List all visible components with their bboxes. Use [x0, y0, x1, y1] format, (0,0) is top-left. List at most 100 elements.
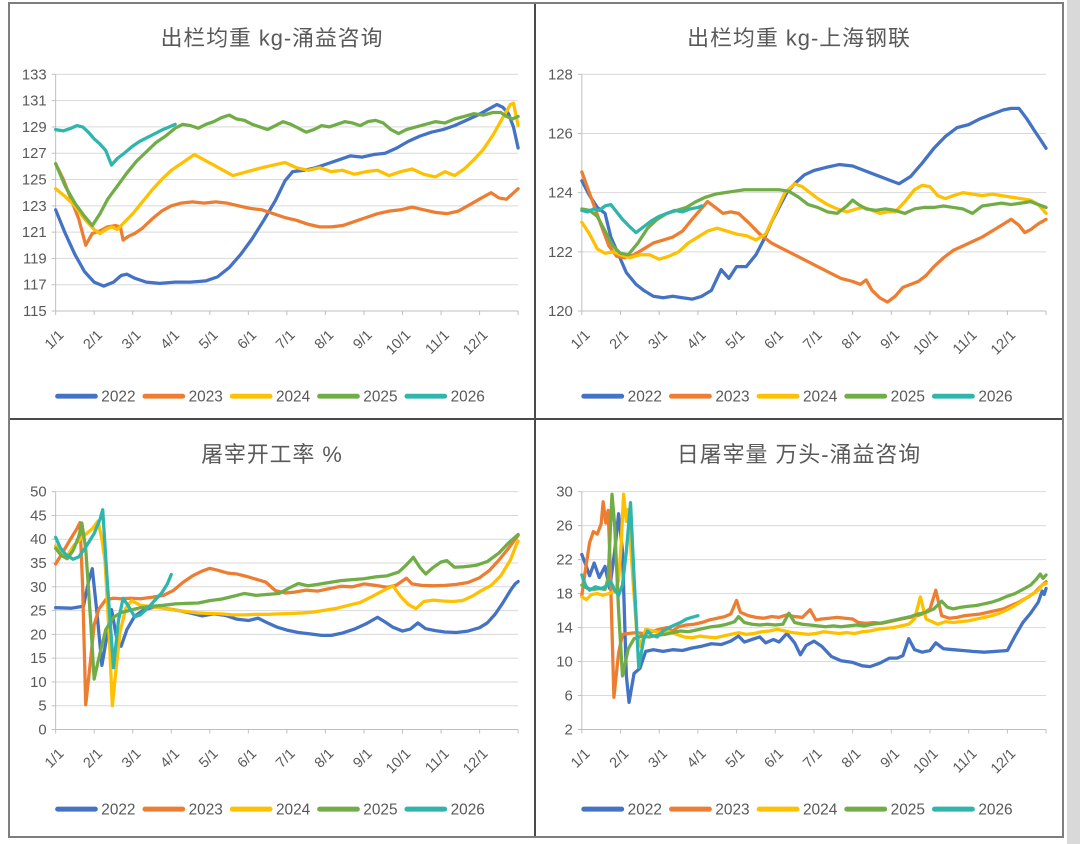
- series-line-2024: [580, 182, 1048, 261]
- legend-label-2026: 2026: [451, 802, 485, 819]
- y-tick-label: 40: [30, 532, 47, 548]
- series-line-2026: [580, 501, 700, 670]
- x-tick-label: 12/1: [460, 746, 491, 777]
- y-tick-label: 119: [23, 251, 47, 267]
- legend-label-2022: 2022: [101, 802, 135, 819]
- legend-label-2025: 2025: [363, 802, 397, 819]
- legend-label-2022: 2022: [101, 389, 135, 406]
- x-tick-label: 2/1: [81, 746, 106, 772]
- y-tick-label: 20: [30, 627, 47, 643]
- x-tick-label: 3/1: [119, 327, 144, 352]
- x-tick-label: 11/1: [422, 746, 452, 776]
- series-line-2025: [54, 110, 520, 228]
- y-tick-label: 2: [565, 721, 573, 738]
- x-tick-label: 11/1: [950, 746, 980, 776]
- x-tick-label: 8/1: [312, 327, 337, 352]
- y-tick-label: 122: [548, 245, 573, 261]
- chart-title: 屠宰开工率 %: [201, 442, 343, 467]
- y-tick-label: 128: [548, 67, 573, 83]
- y-tick-label: 124: [548, 186, 573, 202]
- chart-title: 出栏均重 kg-上海钢联: [687, 26, 911, 51]
- y-tick-label: 15: [30, 651, 47, 667]
- y-tick-label: 133: [22, 67, 47, 83]
- y-tick-label: 117: [23, 278, 47, 294]
- y-tick-label: 35: [30, 556, 47, 572]
- series-line-2023: [580, 170, 1048, 304]
- legend-label-2026: 2026: [978, 802, 1012, 819]
- y-tick-label: 123: [22, 199, 47, 215]
- legend-label-2023: 2023: [189, 389, 223, 406]
- series-line-2022: [580, 512, 1048, 704]
- x-tick-label: 3/1: [645, 746, 671, 771]
- x-tick-label: 5/1: [196, 746, 221, 772]
- series-line-2026: [54, 122, 177, 167]
- legend-label-2024: 2024: [803, 802, 838, 819]
- chart-svg: 出栏均重 kg-上海钢联 120 122 124 126 128 1/1 2/1 3/1 4/1 5…: [548, 26, 1048, 406]
- legend-label-2022: 2022: [628, 389, 662, 406]
- series-line-2022: [54, 102, 520, 288]
- charts-grid: 出栏均重 kg-涌益咨询 115 117 119 121 123 125 127 129 131 1…: [10, 4, 1062, 836]
- x-tick-label: 6/1: [235, 746, 260, 772]
- legend-label-2025: 2025: [891, 802, 925, 819]
- x-tick-label: 5/1: [723, 746, 749, 771]
- legend-label-2026: 2026: [978, 389, 1012, 406]
- x-tick-label: 4/1: [158, 327, 183, 352]
- chart-title: 日屠宰量 万头-涌益咨询: [677, 442, 921, 467]
- series-line-2026: [54, 508, 173, 670]
- x-tick-label: 10/1: [911, 327, 942, 358]
- legend-label-2022: 2022: [628, 802, 662, 819]
- chart-svg: 出栏均重 kg-涌益咨询 115 117 119 121 123 125 127 129 131 1…: [22, 26, 520, 406]
- x-tick-label: 9/1: [878, 746, 904, 771]
- x-tick-label: 7/1: [273, 746, 298, 772]
- x-tick-label: 11/1: [422, 327, 452, 357]
- y-tick-label: 0: [38, 722, 46, 738]
- chart-daily-slaughter-volume: 日屠宰量 万头-涌益咨询 2 6 10 14 18 22 26 30 1/1 2/1 3/1 4/1 5/…: [536, 420, 1062, 836]
- x-tick-label: 3/1: [119, 746, 144, 772]
- x-tick-label: 9/1: [878, 327, 904, 352]
- series-line-2024: [580, 492, 1048, 648]
- series-line-2025: [580, 188, 1048, 257]
- x-tick-label: 10/1: [383, 327, 414, 358]
- x-tick-label: 7/1: [800, 746, 826, 771]
- y-tick-label: 126: [548, 126, 573, 142]
- x-tick-label: 10/1: [383, 746, 414, 777]
- page-gutter: [1067, 0, 1080, 844]
- y-tick-label: 6: [565, 688, 573, 705]
- y-tick-label: 18: [556, 586, 573, 603]
- y-tick-label: 127: [22, 146, 47, 162]
- x-tick-label: 12/1: [988, 746, 1019, 777]
- series-line-2024: [54, 101, 520, 236]
- x-tick-label: 6/1: [762, 746, 788, 771]
- series-line-2023: [54, 520, 520, 707]
- y-tick-label: 131: [22, 94, 47, 110]
- y-tick-label: 115: [23, 304, 47, 320]
- x-tick-label: 5/1: [723, 327, 749, 352]
- y-tick-label: 50: [30, 485, 47, 501]
- series-line-2023: [580, 500, 1048, 699]
- y-tick-label: 26: [556, 518, 573, 535]
- x-tick-label: 10/1: [911, 746, 942, 777]
- series-line-2026: [580, 202, 704, 235]
- report-sheet: 出栏均重 kg-涌益咨询 115 117 119 121 123 125 127 129 131 1…: [8, 2, 1064, 838]
- y-tick-label: 30: [556, 484, 573, 501]
- x-tick-label: 1/1: [42, 327, 67, 352]
- x-tick-label: 4/1: [158, 746, 183, 772]
- x-tick-label: 2/1: [80, 327, 105, 352]
- chart-avg-weight-yongyi: 出栏均重 kg-涌益咨询 115 117 119 121 123 125 127 129 131 1…: [10, 4, 536, 420]
- series-line-2025: [54, 521, 520, 681]
- series-line-2024: [54, 519, 520, 708]
- y-tick-label: 25: [30, 604, 47, 620]
- chart-avg-weight-mysteel: 出栏均重 kg-上海钢联 120 122 124 126 128 1/1 2/1 3/1 4/1 5…: [536, 4, 1062, 420]
- legend-label-2023: 2023: [189, 802, 223, 819]
- x-tick-label: 7/1: [800, 327, 826, 352]
- legend-label-2024: 2024: [276, 389, 311, 406]
- legend-label-2023: 2023: [715, 389, 749, 406]
- y-tick-label: 22: [556, 552, 573, 569]
- series-line-2022: [54, 567, 520, 667]
- y-tick-label: 30: [30, 580, 47, 596]
- series-line-2022: [580, 106, 1048, 301]
- x-tick-label: 1/1: [42, 746, 67, 772]
- chart-title: 出栏均重 kg-涌益咨询: [161, 26, 384, 51]
- y-tick-label: 129: [22, 120, 47, 136]
